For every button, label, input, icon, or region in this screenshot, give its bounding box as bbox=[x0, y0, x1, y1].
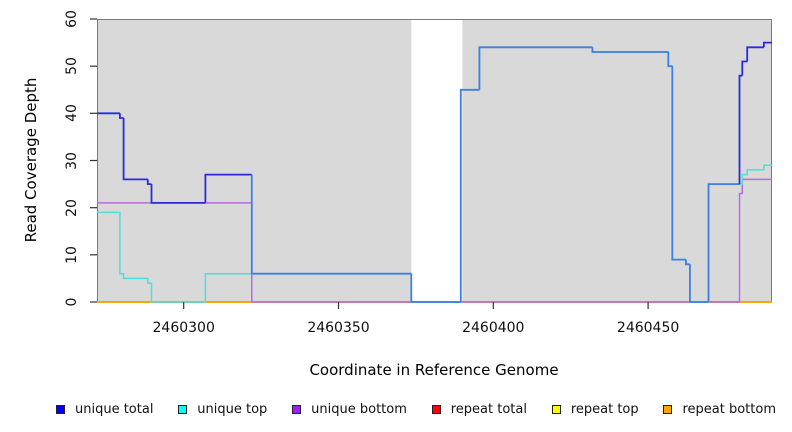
series-unique-total-line bbox=[763, 41, 772, 48]
series-unique-total-line bbox=[685, 259, 690, 266]
legend: unique total unique top unique bottom repea… bbox=[0, 398, 792, 420]
legend-label-unique-top: unique top bbox=[197, 401, 268, 417]
y-tick-label: 30 bbox=[64, 151, 80, 170]
legend-item-repeat-total: repeat total bbox=[431, 401, 527, 417]
y-tick-label: 50 bbox=[64, 57, 80, 76]
legend-label-repeat-total: repeat total bbox=[450, 401, 527, 417]
legend-item-unique-total: unique total bbox=[56, 402, 153, 417]
x-tick-label: 2460350 bbox=[307, 320, 370, 336]
y-tick-label: 0 bbox=[64, 297, 80, 307]
series-unique-total-line bbox=[250, 174, 412, 275]
no-coverage-gap-band bbox=[411, 19, 463, 302]
series-unique-total-line bbox=[478, 46, 593, 90]
legend-label-unique-total: unique total bbox=[75, 401, 154, 417]
legend-item-unique-bottom: unique bottom bbox=[292, 402, 407, 417]
series-unique-total-line bbox=[204, 173, 252, 203]
legend-item-repeat-bottom: repeat bottom bbox=[663, 402, 776, 417]
series-unique-total-line bbox=[667, 52, 673, 68]
legend-swatch-repeat-bottom bbox=[663, 404, 673, 414]
legend-swatch-unique-bottom bbox=[292, 404, 302, 414]
legend-item-repeat-top: repeat top bbox=[551, 401, 639, 417]
y-tick-label: 10 bbox=[64, 245, 80, 264]
series-unique-total-line bbox=[150, 184, 206, 204]
series-unique-total-line bbox=[146, 179, 152, 185]
legend-swatch-unique-total bbox=[56, 404, 65, 414]
plot-area bbox=[90, 18, 772, 309]
series-unique-total-line bbox=[689, 264, 709, 303]
legend-swatch-unique-top bbox=[178, 404, 188, 414]
series-unique-total-line bbox=[746, 46, 764, 62]
series-unique-total-line bbox=[707, 183, 740, 302]
legend-label-repeat-bottom: repeat bottom bbox=[682, 401, 776, 417]
series-unique-total-line bbox=[119, 113, 124, 119]
legend-swatch-repeat-top bbox=[551, 404, 561, 414]
y-tick-label: 20 bbox=[64, 198, 80, 217]
x-axis-title: Coordinate in Reference Genome bbox=[309, 361, 559, 379]
x-tick-label: 2460450 bbox=[616, 320, 680, 336]
y-tick-label: 40 bbox=[64, 104, 80, 123]
y-axis-title: Read Coverage Depth bbox=[22, 77, 40, 243]
series-unique-total-line bbox=[459, 88, 480, 302]
series-unique-total-line bbox=[671, 66, 686, 261]
legend-item-unique-top: unique top bbox=[178, 402, 267, 417]
x-tick-label: 2460300 bbox=[152, 320, 215, 336]
series-unique-total-line bbox=[738, 74, 743, 185]
series-unique-total-line bbox=[741, 60, 748, 76]
series-unique-total-line bbox=[410, 273, 461, 303]
legend-label-repeat-top: repeat top bbox=[570, 401, 639, 417]
series-unique-total-line bbox=[591, 47, 669, 53]
legend-swatch-repeat-total bbox=[431, 404, 441, 414]
series-unique-total-line bbox=[122, 118, 148, 181]
legend-label-unique-bottom: unique bottom bbox=[311, 401, 407, 417]
x-tick-label: 2460400 bbox=[462, 320, 525, 336]
y-tick-label: 60 bbox=[64, 10, 80, 28]
